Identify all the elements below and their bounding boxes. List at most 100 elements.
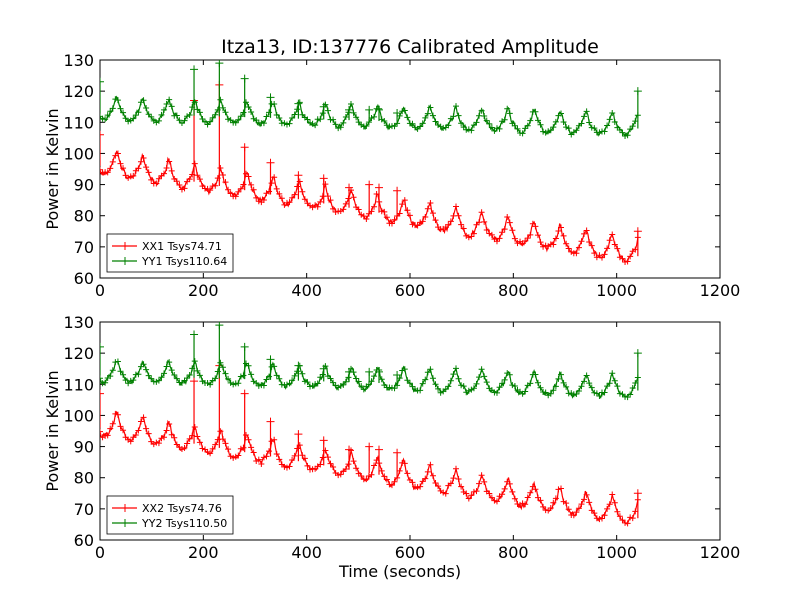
data-point [330,464,337,471]
data-point [429,112,436,119]
data-point [135,427,142,434]
data-point [312,122,319,129]
data-point [255,198,262,205]
data-point [573,127,580,134]
data-point [173,441,180,448]
data-point [294,430,303,439]
data-point [578,501,585,508]
data-point [102,116,109,123]
data-point [161,434,168,441]
data-point [168,167,175,174]
data-point [114,411,121,418]
data-point [184,440,191,447]
data-point [232,119,239,126]
data-point [353,114,360,121]
data-point [424,468,431,475]
data-point [324,454,331,461]
data-point [207,187,214,194]
data-point [468,386,475,393]
data-point [509,227,516,234]
data-point [555,486,562,493]
data-point [504,105,511,112]
x-tick-label: 200 [188,281,219,300]
data-point [324,193,331,200]
data-point [568,248,575,255]
data-point [633,349,642,358]
data-point [217,359,224,366]
data-point [435,483,442,490]
data-point [100,428,103,435]
data-point [212,375,219,382]
data-point [499,491,506,498]
data-point [248,444,255,451]
data-point [609,231,616,238]
data-point [263,376,270,383]
data-point [396,467,403,474]
data-point [158,435,165,442]
data-point [445,383,452,390]
data-point [417,483,424,490]
data-point [178,446,185,453]
data-point [527,380,534,387]
data-point [499,380,506,387]
data-point [240,372,247,379]
data-point [140,97,147,104]
data-point [227,117,234,124]
data-point [609,110,616,117]
data-point [573,250,580,257]
data-point [237,445,244,452]
data-point [552,495,559,502]
data-point [581,496,588,503]
data-point [611,241,618,248]
data-point [412,386,419,393]
data-point [453,203,460,210]
data-point [468,492,475,499]
data-point [345,461,352,468]
data-point [601,251,608,258]
data-point [181,185,188,192]
data-point [486,230,493,237]
data-point [619,129,626,136]
data-point [537,121,544,128]
data-point [633,227,642,236]
data-point [140,414,147,421]
data-point [143,104,150,111]
data-point [406,212,413,219]
data-point [396,210,403,217]
data-point [166,96,173,103]
data-point [547,390,554,397]
data-point [281,120,288,127]
data-point [322,181,329,188]
data-point [227,190,234,197]
data-point [340,381,347,388]
x-tick-label: 0 [95,281,105,300]
data-point [307,383,314,390]
data-point [186,111,193,118]
x-tick-label: 400 [291,543,322,562]
data-point [273,111,280,118]
data-point [291,452,298,459]
data-point [455,212,462,219]
data-point [542,242,549,249]
data-point [432,480,439,487]
data-point [573,390,580,397]
data-point [583,227,590,234]
data-point [627,126,634,133]
x-tick-label: 1200 [700,281,741,300]
data-point [158,374,165,381]
data-point [260,120,267,127]
data-point [376,460,383,467]
data-point [614,383,621,390]
data-point [493,238,500,245]
data-point [253,380,260,387]
data-point [286,120,293,127]
data-point [240,181,247,188]
data-point [399,108,406,115]
data-point [486,120,493,127]
data-point [335,125,342,132]
data-point [371,462,378,469]
data-point [294,106,301,113]
series-markers [100,80,642,266]
data-point [337,471,344,478]
data-point [266,158,275,167]
